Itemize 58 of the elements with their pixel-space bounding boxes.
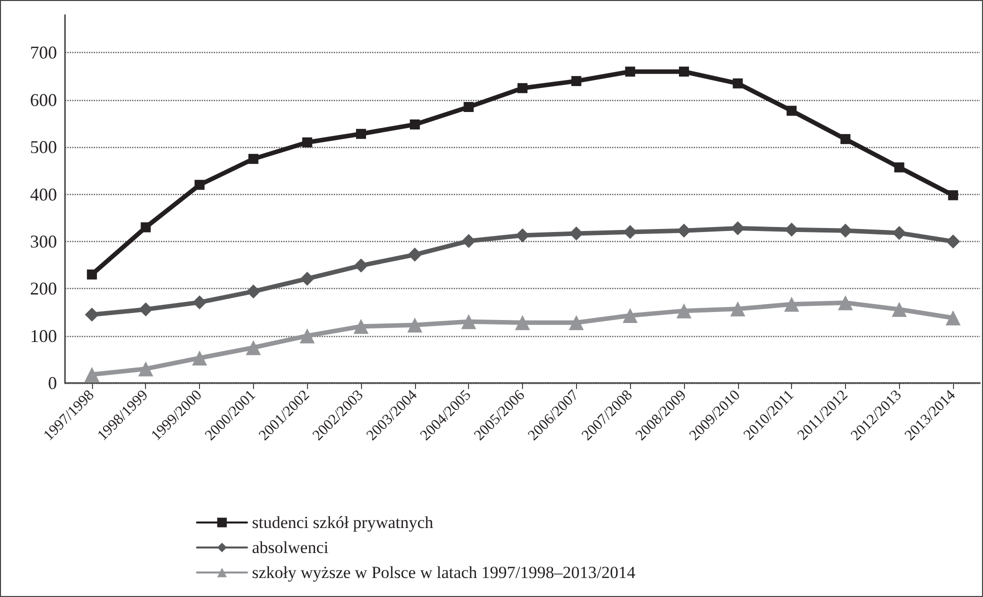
point [300,328,315,344]
legend-label: szkoły wyższe w Polsce w latach 1997/1998–2013/2014 [252,563,636,582]
point [192,295,207,310]
y-tick-label: 0 [48,373,57,393]
point [625,66,636,77]
point [354,318,369,334]
point [86,269,97,280]
point [461,314,476,330]
legend-label: studenci szkół prywatnych [252,513,434,532]
y-tick-label: 300 [30,231,57,252]
point [138,302,153,316]
point [410,119,420,130]
point [194,180,205,190]
point [892,226,906,240]
point [946,310,961,326]
y-tick-label: 100 [30,326,57,346]
point [356,128,366,139]
y-tick-label: 600 [30,90,57,110]
point [516,228,530,242]
point [571,76,582,86]
point [407,317,422,332]
point [730,301,746,316]
y-tick-label: 200 [30,278,57,299]
point [838,295,853,310]
point [676,303,692,318]
point [138,361,154,376]
point [784,296,800,312]
point [518,83,528,94]
point [192,350,208,366]
point [302,137,312,148]
y-tick-label: 500 [30,137,57,158]
point [894,162,904,172]
point [730,221,745,236]
point [300,272,314,286]
point [948,190,958,200]
point [892,302,907,317]
point [246,340,261,356]
point [248,154,258,164]
point [84,308,99,322]
point [408,248,422,262]
y-tick-label: 400 [30,184,57,204]
point [568,315,584,330]
point [246,284,260,298]
legend-label: absolwenci [252,538,329,557]
point [354,258,368,273]
y-tick-label: 700 [30,42,57,63]
point [622,308,638,324]
point [678,66,689,77]
point [84,367,100,382]
point [462,234,476,248]
point [515,315,530,330]
point [786,106,797,116]
point [140,222,151,232]
point [946,234,960,248]
point [569,226,584,240]
point [840,134,850,144]
point [732,78,743,88]
point [464,102,474,112]
